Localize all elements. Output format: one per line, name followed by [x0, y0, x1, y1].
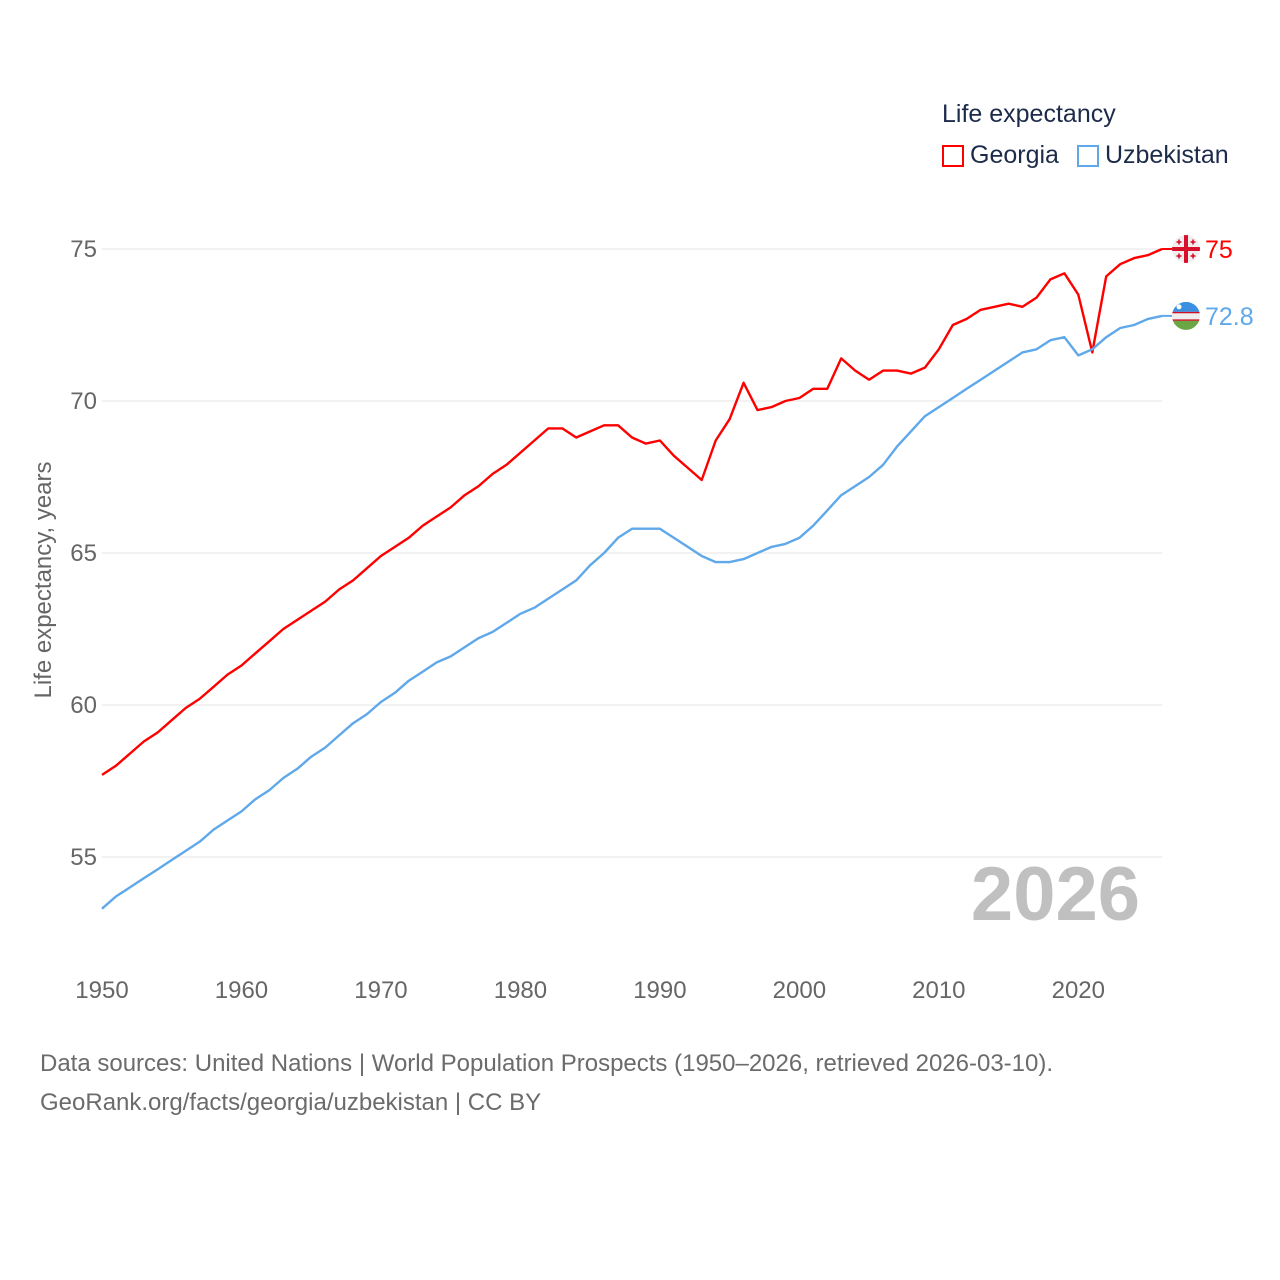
legend: Life expectancy Georgia Uzbekistan [942, 100, 1229, 170]
legend-swatch-georgia [942, 144, 964, 167]
y-tick-label: 65 [70, 540, 97, 567]
y-axis-ticks: 55 60 65 70 75 [70, 236, 97, 871]
x-tick-label: 1950 [75, 977, 128, 1004]
y-tick-label: 75 [70, 236, 97, 263]
x-tick-label: 2000 [773, 977, 826, 1004]
legend-label-georgia: Georgia [970, 141, 1059, 169]
y-tick-label: 70 [70, 388, 97, 415]
georgia-flag-icon [1172, 235, 1200, 263]
series-line-georgia [101, 247, 1163, 776]
legend-title: Life expectancy [942, 100, 1116, 128]
legend-item-georgia[interactable]: Georgia [942, 141, 1059, 170]
y-axis-label: Life expectancy, years [30, 461, 57, 698]
grid-lines [102, 248, 1162, 858]
x-tick-label: 1970 [354, 977, 407, 1004]
x-tick-label: 1980 [494, 977, 547, 1004]
legend-item-uzbekistan[interactable]: Uzbekistan [1076, 141, 1229, 170]
x-axis-ticks: 1950 1960 1970 1980 1990 2000 2010 2020 [75, 977, 1105, 1004]
x-tick-label: 2010 [912, 977, 965, 1004]
y-tick-label: 60 [70, 692, 97, 719]
end-value-label-georgia: 75 [1205, 236, 1233, 264]
x-tick-label: 1960 [215, 977, 268, 1004]
end-value-label-uzbekistan: 72.8 [1205, 303, 1254, 331]
series-end-labels: 75 72.8 [1162, 235, 1254, 331]
series-line-uzbekistan [101, 314, 1163, 910]
x-tick-label: 1990 [633, 977, 686, 1004]
attribution-line[interactable]: GeoRank.org/facts/georgia/uzbekistan | C… [40, 1089, 542, 1116]
year-watermark: 2026 [971, 852, 1140, 937]
x-tick-label: 2020 [1052, 977, 1105, 1004]
y-tick-label: 55 [70, 844, 97, 871]
uzbekistan-flag-icon [1172, 301, 1200, 330]
sources-line: Data sources: United Nations | World Pop… [40, 1050, 1054, 1077]
series-lines [101, 247, 1163, 910]
legend-label-uzbekistan: Uzbekistan [1104, 141, 1229, 169]
data-sources: Data sources: United Nations | World Pop… [40, 1044, 1053, 1122]
legend-swatch-uzbekistan [1076, 144, 1099, 167]
